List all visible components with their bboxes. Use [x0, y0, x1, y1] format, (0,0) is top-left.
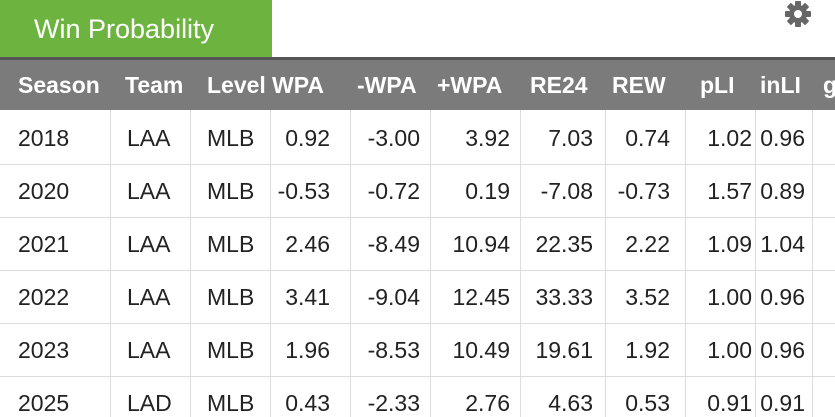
table-cell: 2018	[18, 125, 70, 151]
table-cell: LAA	[127, 125, 171, 151]
row-divider	[0, 217, 835, 218]
table-cell: 0.92	[285, 125, 330, 151]
table-cell: 0.91	[760, 390, 805, 416]
tab[interactable]: Win Probability	[0, 0, 272, 58]
table-cell: 10.49	[452, 337, 510, 363]
table-cell: 12.45	[452, 284, 510, 310]
column-header[interactable]: WPA	[272, 72, 324, 98]
table-cell: 2.76	[465, 390, 510, 416]
table-cell: 4.63	[548, 390, 593, 416]
column-header[interactable]: Team	[125, 72, 184, 98]
column-divider	[755, 110, 756, 417]
table-cell: -7.08	[540, 178, 593, 204]
column-divider	[350, 110, 351, 417]
table-cell: 1.09	[707, 231, 752, 257]
table-cell: 3.52	[625, 284, 670, 310]
row-divider	[0, 323, 835, 324]
table-cell: MLB	[207, 125, 255, 151]
table-cell: LAA	[127, 178, 171, 204]
table-cell: 7.03	[548, 125, 593, 151]
table-cell: 22.35	[535, 231, 593, 257]
table-cell: 0.43	[285, 390, 330, 416]
table-cell: -0.53	[277, 178, 330, 204]
table-cell: MLB	[207, 390, 255, 416]
table-cell: 0.91	[707, 390, 752, 416]
column-divider	[685, 110, 686, 417]
column-header[interactable]: -WPA	[357, 72, 417, 98]
table-cell: -8.49	[367, 231, 420, 257]
table-cell: 2022	[18, 284, 70, 310]
column-divider	[270, 110, 271, 417]
column-header[interactable]: RE24	[530, 72, 588, 98]
table-cell: 0.96	[760, 125, 805, 151]
tab-rule	[0, 57, 835, 60]
table-cell: 2.22	[625, 231, 670, 257]
table-cell: -0.72	[367, 178, 420, 204]
table-cell: 1.57	[707, 178, 752, 204]
table-cell: -9.04	[367, 284, 420, 310]
table-cell: 33.33	[535, 284, 593, 310]
table-cell: 3.92	[465, 125, 510, 151]
table-cell: 2021	[18, 231, 70, 257]
table-cell: 2023	[18, 337, 70, 363]
column-header[interactable]: Season	[18, 72, 100, 98]
row-divider	[0, 376, 835, 377]
column-header[interactable]: +WPA	[437, 72, 503, 98]
column-divider	[605, 110, 606, 417]
table-cell: 19.61	[535, 337, 593, 363]
table-cell: -3.00	[367, 125, 420, 151]
column-header[interactable]: REW	[612, 72, 666, 98]
table-cell: MLB	[207, 284, 255, 310]
column-header[interactable]: g	[823, 72, 835, 98]
column-divider	[190, 110, 191, 417]
table-cell: MLB	[207, 231, 255, 257]
row-divider	[0, 270, 835, 271]
table-cell: 10.94	[452, 231, 510, 257]
table-cell: 0.96	[760, 337, 805, 363]
table-cell: 1.04	[760, 231, 805, 257]
table-cell: LAA	[127, 231, 171, 257]
column-header[interactable]: pLI	[700, 72, 735, 98]
table-cell: -0.73	[617, 178, 670, 204]
table-cell: 0.53	[625, 390, 670, 416]
table-cell: LAA	[127, 284, 171, 310]
table-cell: -8.53	[367, 337, 420, 363]
row-divider	[0, 164, 835, 165]
table-cell: 3.41	[285, 284, 330, 310]
table-cell: LAD	[127, 390, 172, 416]
table-cell: LAA	[127, 337, 171, 363]
header-row	[0, 60, 835, 110]
column-divider	[110, 110, 111, 417]
table-cell: 1.00	[707, 284, 752, 310]
table-cell: 2025	[18, 390, 70, 416]
column-header[interactable]: Level	[207, 72, 266, 98]
table-cell: 0.96	[760, 284, 805, 310]
column-divider	[812, 110, 813, 417]
table-cell: -2.33	[367, 390, 420, 416]
table-cell: 1.02	[707, 125, 752, 151]
table-cell: MLB	[207, 178, 255, 204]
column-divider	[430, 110, 431, 417]
table-cell: 0.89	[760, 178, 805, 204]
table-cell: 1.00	[707, 337, 752, 363]
table-cell: 0.19	[465, 178, 510, 204]
table-cell: 1.96	[285, 337, 330, 363]
table-cell: 2.46	[285, 231, 330, 257]
settings-icon[interactable]	[782, 0, 814, 32]
table-cell: 0.74	[625, 125, 670, 151]
column-header[interactable]: inLI	[760, 72, 801, 98]
table-cell: MLB	[207, 337, 255, 363]
table-cell: 1.92	[625, 337, 670, 363]
column-divider	[520, 110, 521, 417]
table-cell: 2020	[18, 178, 70, 204]
